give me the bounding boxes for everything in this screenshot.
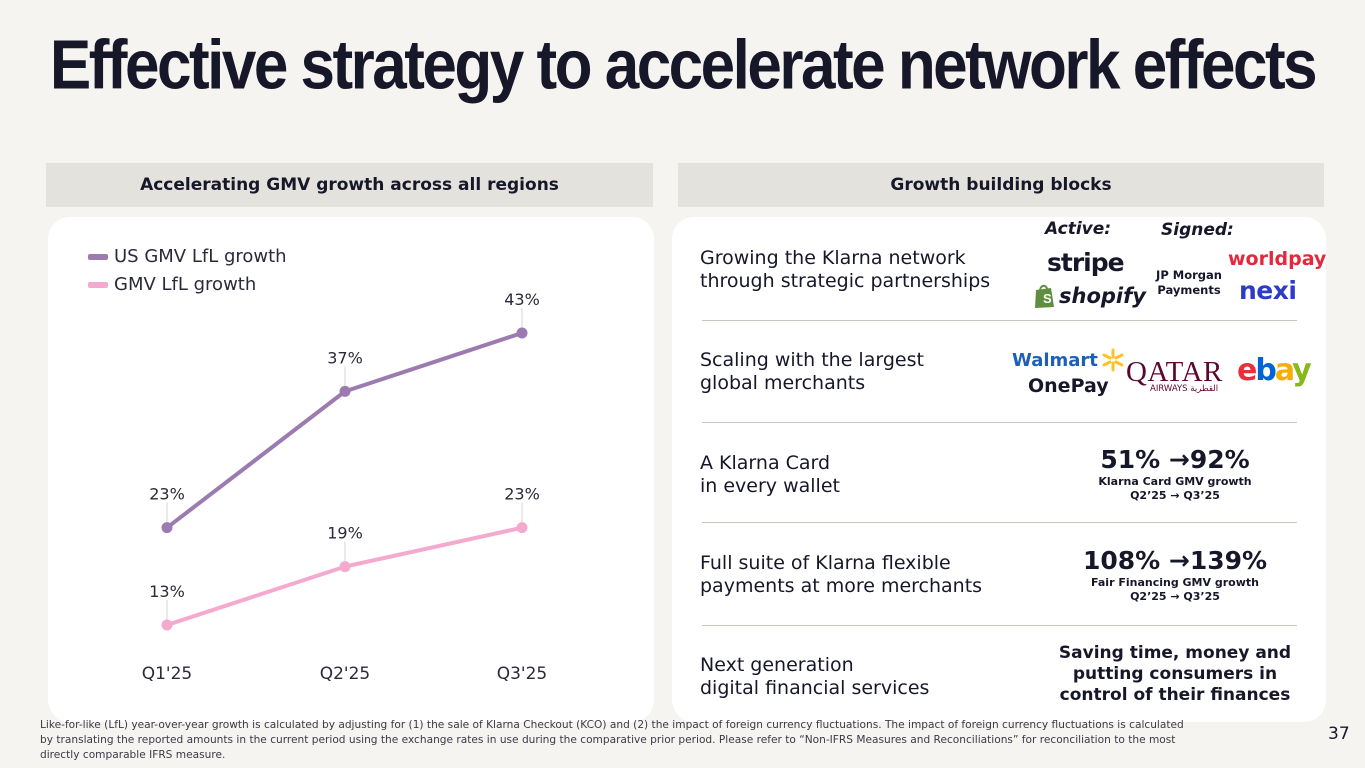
qatar-airways-logo: QATAR xyxy=(1126,356,1223,388)
x-tick-label: Q3'25 xyxy=(497,664,548,684)
row-label-card: A Klarna Card in every wallet xyxy=(700,452,840,498)
nexi-logo: nexi xyxy=(1239,276,1297,305)
data-point-gmv xyxy=(161,619,173,631)
legend-label-us: US GMV LfL growth xyxy=(114,246,287,267)
data-point-us xyxy=(339,385,351,397)
caption-line: Fair Financing GMV growth xyxy=(1091,576,1259,589)
row-label-payments: Full suite of Klarna flexible payments a… xyxy=(700,552,982,598)
services-line: control of their finances xyxy=(1059,685,1291,705)
stripe-logo: stripe xyxy=(1047,248,1125,277)
row-label-line: Growing the Klarna network xyxy=(700,247,966,269)
data-label-us: 23% xyxy=(149,485,185,504)
row-label-line: through strategic partnerships xyxy=(700,270,991,292)
ebay-logo: ebay xyxy=(1237,353,1312,388)
footnote: Like-for-like (LfL) year-over-year growt… xyxy=(40,719,1184,761)
data-label-gmv: 19% xyxy=(327,524,363,543)
building-blocks-header: Growth building blocks xyxy=(678,163,1324,207)
jpmorgan-logo: JP Morgan Payments xyxy=(1152,268,1226,298)
financing-metric-value: 108% →139% xyxy=(1082,546,1268,575)
row-label-partnerships: Growing the Klarna network through strat… xyxy=(700,247,990,293)
ebay-letter: y xyxy=(1292,353,1312,388)
row-label-line: A Klarna Card xyxy=(700,452,831,474)
qatar-airways-sub: AIRWAYS القطرية xyxy=(1150,384,1219,394)
ebay-letter: e xyxy=(1237,353,1257,388)
services-line: Saving time, money and xyxy=(1058,643,1292,663)
data-point-gmv xyxy=(516,522,528,534)
worldpay-logo: worldpay xyxy=(1228,248,1327,270)
shopify-wordmark: shopify xyxy=(1059,284,1146,308)
data-point-us xyxy=(161,522,173,534)
jpmorgan-line: JP Morgan xyxy=(1156,268,1222,282)
row-divider xyxy=(702,625,1297,626)
caption-line: Q2’25 → Q3’25 xyxy=(1130,590,1220,603)
services-text: Saving time, money and putting consumers… xyxy=(1050,643,1300,706)
data-label-gmv: 23% xyxy=(504,485,540,504)
ebay-letter: a xyxy=(1274,353,1294,388)
caption-line: Klarna Card GMV growth xyxy=(1098,475,1252,488)
active-label: Active: xyxy=(1045,219,1112,239)
caption-line: Q2’25 → Q3’25 xyxy=(1130,489,1220,502)
walmart-logo: Walmart xyxy=(1012,348,1125,372)
building-blocks-card xyxy=(672,217,1326,722)
x-tick-label: Q2'25 xyxy=(320,664,371,684)
ebay-letter: b xyxy=(1255,353,1277,388)
row-label-line: global merchants xyxy=(700,372,866,394)
card-metric-caption: Klarna Card GMV growth Q2’25 → Q3’25 xyxy=(1065,475,1285,503)
row-label-merchants: Scaling with the largest global merchant… xyxy=(700,349,924,395)
card-metric-value: 51% →92% xyxy=(1100,445,1250,474)
data-label-us: 37% xyxy=(327,348,363,367)
chart-panel-header: Accelerating GMV growth across all regio… xyxy=(46,163,653,207)
data-label-gmv: 13% xyxy=(149,582,185,601)
page-title: Effective strategy to accelerate network… xyxy=(49,26,1318,105)
shopify-bag-icon: S xyxy=(1035,284,1054,308)
row-label-line: Scaling with the largest xyxy=(700,349,924,371)
chart-card xyxy=(48,217,654,722)
x-tick-label: Q1'25 xyxy=(142,664,193,684)
row-divider xyxy=(702,422,1297,423)
legend-label-gmv: GMV LfL growth xyxy=(114,274,257,295)
row-label-line: Full suite of Klarna flexible xyxy=(700,552,951,574)
legend-swatch-us xyxy=(88,253,108,260)
data-point-gmv xyxy=(339,561,351,573)
services-line: putting consumers in xyxy=(1072,664,1278,684)
financing-metric-caption: Fair Financing GMV growth Q2’25 → Q3’25 xyxy=(1065,576,1285,604)
row-label-line: digital financial services xyxy=(700,677,930,699)
legend-item-gmv: GMV LfL growth xyxy=(88,274,256,295)
walmart-spark-icon xyxy=(1102,348,1124,372)
walmart-wordmark: Walmart xyxy=(1012,349,1098,371)
signed-label: Signed: xyxy=(1161,220,1234,240)
page-number: 37 xyxy=(1328,724,1350,744)
row-divider xyxy=(702,320,1297,321)
legend-swatch-gmv xyxy=(88,281,108,288)
row-label-line: payments at more merchants xyxy=(700,575,983,597)
onepay-logo: OnePay xyxy=(1028,375,1109,397)
row-label-services: Next generation digital financial servic… xyxy=(700,654,929,700)
legend-item-us: US GMV LfL growth xyxy=(88,246,287,267)
svg-text:S: S xyxy=(1043,291,1052,306)
data-point-us xyxy=(516,327,528,339)
data-label-us: 43% xyxy=(504,290,540,309)
row-label-line: in every wallet xyxy=(700,475,840,497)
jpmorgan-line: Payments xyxy=(1157,283,1221,297)
row-divider xyxy=(702,522,1297,523)
row-label-line: Next generation xyxy=(700,654,854,676)
shopify-logo: S shopify xyxy=(1033,283,1146,309)
